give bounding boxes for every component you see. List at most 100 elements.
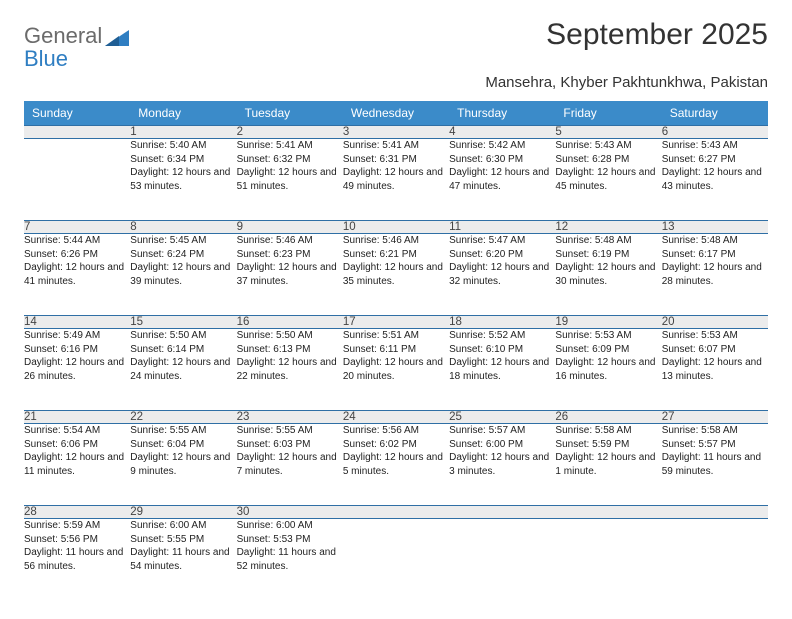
- daylight-text: Daylight: 12 hours and 24 minutes.: [130, 356, 236, 383]
- calendar-body: 123456Sunrise: 5:40 AMSunset: 6:34 PMDay…: [24, 126, 768, 601]
- day-number-cell: 24: [343, 411, 449, 424]
- sunset-text: Sunset: 6:16 PM: [24, 343, 130, 357]
- day-number-row: 282930: [24, 506, 768, 519]
- sunrise-text: Sunrise: 5:53 AM: [555, 329, 661, 343]
- day-number-row: 14151617181920: [24, 316, 768, 329]
- sunrise-text: Sunrise: 5:55 AM: [237, 424, 343, 438]
- month-title: September 2025: [546, 18, 768, 52]
- header-row: General Blue September 2025: [24, 18, 768, 70]
- day-data-cell: [449, 519, 555, 601]
- sunrise-text: Sunrise: 5:42 AM: [449, 139, 555, 153]
- day-data-cell: Sunrise: 5:57 AMSunset: 6:00 PMDaylight:…: [449, 424, 555, 506]
- calendar-page: General Blue September 2025 Mansehra, Kh…: [0, 0, 792, 619]
- sunrise-text: Sunrise: 5:48 AM: [555, 234, 661, 248]
- day-data-cell: [662, 519, 768, 601]
- daylight-text: Daylight: 12 hours and 49 minutes.: [343, 166, 449, 193]
- daylight-text: Daylight: 12 hours and 47 minutes.: [449, 166, 555, 193]
- day-number-cell: [343, 506, 449, 519]
- daylight-text: Daylight: 11 hours and 56 minutes.: [24, 546, 130, 573]
- day-data-cell: Sunrise: 5:53 AMSunset: 6:07 PMDaylight:…: [662, 329, 768, 411]
- sunset-text: Sunset: 6:04 PM: [130, 438, 236, 452]
- day-number-cell: 15: [130, 316, 236, 329]
- sunrise-text: Sunrise: 5:53 AM: [662, 329, 768, 343]
- day-data-cell: Sunrise: 5:42 AMSunset: 6:30 PMDaylight:…: [449, 139, 555, 221]
- daylight-text: Daylight: 12 hours and 26 minutes.: [24, 356, 130, 383]
- sunrise-text: Sunrise: 5:50 AM: [130, 329, 236, 343]
- day-data-cell: Sunrise: 5:41 AMSunset: 6:32 PMDaylight:…: [237, 139, 343, 221]
- day-data-cell: Sunrise: 5:53 AMSunset: 6:09 PMDaylight:…: [555, 329, 661, 411]
- sunrise-text: Sunrise: 5:54 AM: [24, 424, 130, 438]
- day-data-cell: Sunrise: 5:46 AMSunset: 6:23 PMDaylight:…: [237, 234, 343, 316]
- day-number-cell: 26: [555, 411, 661, 424]
- day-data-row: Sunrise: 5:44 AMSunset: 6:26 PMDaylight:…: [24, 234, 768, 316]
- sunrise-text: Sunrise: 5:59 AM: [24, 519, 130, 533]
- daylight-text: Daylight: 12 hours and 53 minutes.: [130, 166, 236, 193]
- calendar-table: Sunday Monday Tuesday Wednesday Thursday…: [24, 101, 768, 601]
- logo-word1: General: [24, 23, 102, 48]
- day-data-cell: Sunrise: 5:55 AMSunset: 6:03 PMDaylight:…: [237, 424, 343, 506]
- sunset-text: Sunset: 6:10 PM: [449, 343, 555, 357]
- daylight-text: Daylight: 12 hours and 3 minutes.: [449, 451, 555, 478]
- day-data-cell: Sunrise: 5:48 AMSunset: 6:19 PMDaylight:…: [555, 234, 661, 316]
- day-data-cell: Sunrise: 5:50 AMSunset: 6:14 PMDaylight:…: [130, 329, 236, 411]
- daylight-text: Daylight: 12 hours and 9 minutes.: [130, 451, 236, 478]
- sunrise-text: Sunrise: 5:52 AM: [449, 329, 555, 343]
- day-number-cell: 5: [555, 126, 661, 139]
- day-data-cell: Sunrise: 5:44 AMSunset: 6:26 PMDaylight:…: [24, 234, 130, 316]
- day-data-cell: Sunrise: 5:45 AMSunset: 6:24 PMDaylight:…: [130, 234, 236, 316]
- weekday-header: Thursday: [449, 101, 555, 126]
- sunrise-text: Sunrise: 5:50 AM: [237, 329, 343, 343]
- day-data-cell: Sunrise: 5:55 AMSunset: 6:04 PMDaylight:…: [130, 424, 236, 506]
- daylight-text: Daylight: 12 hours and 41 minutes.: [24, 261, 130, 288]
- day-data-cell: Sunrise: 5:49 AMSunset: 6:16 PMDaylight:…: [24, 329, 130, 411]
- sunset-text: Sunset: 6:13 PM: [237, 343, 343, 357]
- sunrise-text: Sunrise: 5:44 AM: [24, 234, 130, 248]
- day-number-cell: 20: [662, 316, 768, 329]
- sunset-text: Sunset: 6:27 PM: [662, 153, 768, 167]
- sunrise-text: Sunrise: 5:45 AM: [130, 234, 236, 248]
- daylight-text: Daylight: 12 hours and 13 minutes.: [662, 356, 768, 383]
- day-number-cell: 4: [449, 126, 555, 139]
- sunrise-text: Sunrise: 5:57 AM: [449, 424, 555, 438]
- sunrise-text: Sunrise: 5:41 AM: [343, 139, 449, 153]
- day-data-cell: Sunrise: 5:58 AMSunset: 5:59 PMDaylight:…: [555, 424, 661, 506]
- day-data-cell: [343, 519, 449, 601]
- sunset-text: Sunset: 6:30 PM: [449, 153, 555, 167]
- daylight-text: Daylight: 12 hours and 32 minutes.: [449, 261, 555, 288]
- daylight-text: Daylight: 12 hours and 39 minutes.: [130, 261, 236, 288]
- sunset-text: Sunset: 6:09 PM: [555, 343, 661, 357]
- title-block: September 2025: [546, 18, 768, 52]
- day-data-cell: Sunrise: 5:54 AMSunset: 6:06 PMDaylight:…: [24, 424, 130, 506]
- sunset-text: Sunset: 6:11 PM: [343, 343, 449, 357]
- weekday-header: Monday: [130, 101, 236, 126]
- day-number-cell: 28: [24, 506, 130, 519]
- sunset-text: Sunset: 6:24 PM: [130, 248, 236, 262]
- day-data-cell: Sunrise: 5:50 AMSunset: 6:13 PMDaylight:…: [237, 329, 343, 411]
- logo-word2: Blue: [24, 46, 68, 71]
- logo-text: General Blue: [24, 24, 102, 70]
- location-subtitle: Mansehra, Khyber Pakhtunkhwa, Pakistan: [24, 74, 768, 91]
- day-number-cell: 30: [237, 506, 343, 519]
- sunrise-text: Sunrise: 6:00 AM: [130, 519, 236, 533]
- day-number-cell: 14: [24, 316, 130, 329]
- day-number-cell: 19: [555, 316, 661, 329]
- daylight-text: Daylight: 12 hours and 18 minutes.: [449, 356, 555, 383]
- sunset-text: Sunset: 6:21 PM: [343, 248, 449, 262]
- weekday-header: Friday: [555, 101, 661, 126]
- day-number-cell: 17: [343, 316, 449, 329]
- day-number-cell: 11: [449, 221, 555, 234]
- day-number-row: 21222324252627: [24, 411, 768, 424]
- weekday-header: Wednesday: [343, 101, 449, 126]
- sunset-text: Sunset: 6:31 PM: [343, 153, 449, 167]
- weekday-header: Tuesday: [237, 101, 343, 126]
- day-data-cell: Sunrise: 6:00 AMSunset: 5:55 PMDaylight:…: [130, 519, 236, 601]
- day-number-row: 123456: [24, 126, 768, 139]
- weekday-header-row: Sunday Monday Tuesday Wednesday Thursday…: [24, 101, 768, 126]
- sunset-text: Sunset: 5:56 PM: [24, 533, 130, 547]
- day-number-cell: 18: [449, 316, 555, 329]
- weekday-header: Sunday: [24, 101, 130, 126]
- sunset-text: Sunset: 6:17 PM: [662, 248, 768, 262]
- day-number-cell: 12: [555, 221, 661, 234]
- daylight-text: Daylight: 12 hours and 28 minutes.: [662, 261, 768, 288]
- day-number-cell: 6: [662, 126, 768, 139]
